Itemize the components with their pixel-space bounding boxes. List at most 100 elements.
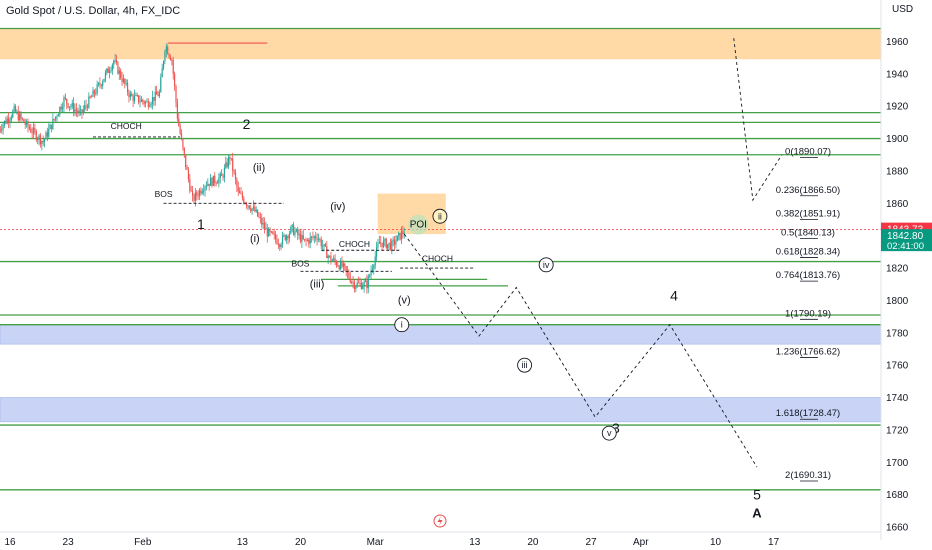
candle-body-128 — [175, 86, 177, 103]
candle-body-256 — [352, 281, 354, 283]
fib-label-7: 1.236(1766.62) — [776, 346, 840, 357]
fib-value-4: (1828.34) — [800, 247, 841, 258]
candle-body-132 — [180, 133, 183, 140]
candle-body-40 — [53, 118, 55, 120]
projection-layer — [403, 38, 783, 468]
candle-body-30 — [39, 135, 42, 144]
candle-body-22 — [28, 126, 30, 129]
candle-body-101 — [138, 95, 140, 103]
candle-body-276 — [380, 242, 382, 243]
fib-ratio-5: 0.764 — [776, 270, 800, 281]
candle-body-174 — [239, 191, 241, 194]
candle-body-222 — [305, 239, 307, 241]
price-axis-bg — [881, 0, 932, 550]
candle-body-33 — [43, 139, 46, 143]
candle-body-127 — [174, 73, 176, 87]
candle-body-133 — [182, 139, 184, 148]
candle-body-161 — [221, 173, 223, 176]
fib-value-9: (1690.31) — [790, 470, 831, 481]
fib-layer: 0(1890.07)0.236(1866.50)0.382(1851.91)0.… — [776, 147, 841, 482]
candle-body-122 — [167, 46, 169, 55]
fib-value-7: (1766.62) — [800, 346, 841, 357]
candle-body-7 — [8, 118, 10, 122]
candle-body-8 — [9, 119, 11, 122]
candle-body-32 — [42, 141, 44, 143]
candle-body-157 — [215, 182, 217, 184]
fib-value-1: (1866.50) — [800, 185, 841, 196]
candle-body-11 — [13, 106, 15, 111]
candle-body-266 — [366, 280, 368, 289]
y-tick-2: 1700 — [886, 458, 909, 469]
candle-body-243 — [334, 258, 336, 262]
candle-body-151 — [207, 183, 209, 186]
candle-body-124 — [169, 56, 172, 60]
candle-body-264 — [363, 281, 365, 287]
candle-body-58 — [78, 110, 80, 113]
candle-body-213 — [292, 224, 295, 235]
candle-body-232 — [319, 239, 321, 240]
candle-body-218 — [299, 233, 302, 242]
candle-body-263 — [362, 286, 364, 289]
candle-body-229 — [315, 236, 317, 239]
wave-label-2: (ii) — [253, 162, 265, 174]
candle-body-226 — [310, 236, 313, 238]
candle-body-83 — [113, 60, 115, 65]
candle-body-251 — [345, 266, 347, 271]
candle-body-2 — [1, 129, 3, 131]
candle-body-241 — [331, 260, 333, 262]
y-tick-15: 1960 — [886, 37, 909, 48]
fib-ratio-0: 0 — [785, 147, 790, 158]
fib-value-0: (1890.07) — [790, 147, 831, 158]
x-tick-9: Apr — [633, 537, 649, 548]
candle-body-6 — [6, 118, 8, 124]
candle-body-287 — [395, 241, 397, 245]
candle-body-233 — [320, 239, 322, 247]
candle-body-162 — [222, 175, 224, 178]
candle-body-95 — [129, 94, 131, 98]
candle-body-41 — [55, 116, 57, 120]
candle-body-80 — [109, 71, 111, 73]
candle-body-200 — [275, 234, 277, 240]
candle-body-71 — [96, 84, 98, 94]
x-tick-10: 10 — [710, 537, 722, 548]
candle-body-78 — [106, 68, 108, 73]
circled-label-0: i — [401, 320, 403, 330]
candle-body-227 — [312, 236, 314, 238]
candle-body-100 — [136, 95, 138, 96]
fib-label-8: 1.618(1728.47) — [776, 408, 840, 419]
candle-body-168 — [230, 158, 232, 159]
circled-label-2: iii — [522, 360, 528, 370]
candle-body-1 — [0, 128, 1, 130]
price-label-1: 1842.80 — [887, 231, 924, 242]
candle-body-109 — [149, 105, 151, 107]
candle-body-235 — [323, 244, 325, 247]
candle-body-136 — [186, 167, 188, 170]
candle-body-271 — [373, 265, 375, 270]
candle-body-267 — [367, 276, 369, 289]
candle-body-155 — [212, 175, 214, 186]
candle-body-177 — [243, 198, 245, 203]
zone-1 — [0, 324, 882, 345]
candle-body-89 — [121, 77, 123, 82]
lightning-bolt-icon — [437, 516, 443, 526]
x-tick-11: 17 — [768, 537, 780, 548]
fib-label-0: 0(1890.07) — [785, 147, 831, 158]
y-tick-6: 1780 — [886, 328, 909, 339]
candle-body-181 — [248, 205, 250, 209]
candle-body-37 — [49, 124, 51, 130]
candle-body-237 — [326, 246, 328, 259]
candle-body-281 — [387, 244, 389, 249]
candle-body-102 — [139, 101, 141, 103]
candle-body-245 — [337, 265, 339, 267]
candle-body-114 — [156, 91, 158, 95]
candle-body-23 — [30, 128, 32, 133]
candle-body-10 — [12, 110, 14, 118]
structure-layer: CHOCH BOS CHOCH BOS CHOCH — [93, 121, 475, 272]
candle-body-36 — [48, 129, 50, 137]
circled-ring-0 — [394, 317, 410, 333]
candle-body-43 — [57, 114, 60, 117]
candle-body-112 — [153, 96, 155, 101]
wave-label-4: (iv) — [330, 201, 345, 213]
candle-body-215 — [295, 229, 297, 232]
